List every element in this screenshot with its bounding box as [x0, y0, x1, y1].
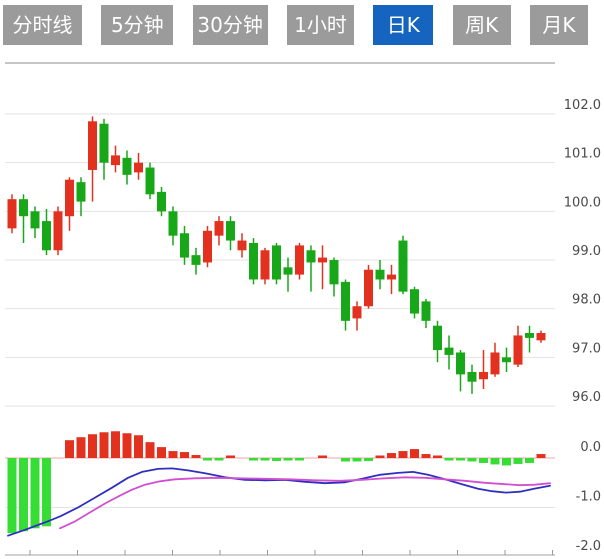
chart-canvas[interactable]: 102.0 101.0 100.0 99.0 98.0 97.0 96.0 0.0 -1.0 -…	[0, 50, 604, 559]
macd-gridlines	[5, 457, 555, 508]
price-axis-labels: 102.0 101.0 100.0 99.0 98.0 97.0 96.0	[564, 98, 601, 405]
tab-daily-k[interactable]: 日K	[373, 5, 434, 45]
tab-bar: 分时线 5分钟 30分钟 1小时 日K 周K 月K	[3, 5, 588, 45]
kline-chart[interactable]: 102.0 101.0 100.0 99.0 98.0 97.0 96.0 0.0 -1.0 -…	[0, 50, 604, 559]
tab-30min[interactable]: 30分钟	[192, 5, 268, 45]
svg-text:99.0: 99.0	[572, 244, 601, 259]
svg-text:-1.0: -1.0	[576, 490, 601, 505]
macd-axis-labels: 0.0 -1.0 -2.0	[576, 440, 601, 554]
tab-weekly-k[interactable]: 周K	[452, 5, 511, 45]
tab-5min[interactable]: 5分钟	[101, 5, 174, 45]
tab-minute-line[interactable]: 分时线	[3, 5, 82, 45]
svg-text:102.0: 102.0	[564, 98, 601, 113]
svg-text:100.0: 100.0	[564, 195, 601, 210]
svg-text:0.0: 0.0	[580, 440, 601, 455]
x-axis	[5, 550, 555, 556]
svg-text:97.0: 97.0	[572, 341, 601, 356]
svg-text:98.0: 98.0	[572, 293, 601, 308]
macd-lines	[7, 467, 551, 537]
svg-text:96.0: 96.0	[572, 390, 601, 405]
svg-text:101.0: 101.0	[564, 147, 601, 162]
candlesticks	[7, 116, 546, 394]
tab-monthly-k[interactable]: 月K	[529, 5, 588, 45]
tab-1hour[interactable]: 1小时	[286, 5, 354, 45]
price-gridlines	[5, 62, 555, 407]
macd-histogram	[7, 431, 546, 534]
svg-text:-2.0: -2.0	[576, 539, 601, 554]
